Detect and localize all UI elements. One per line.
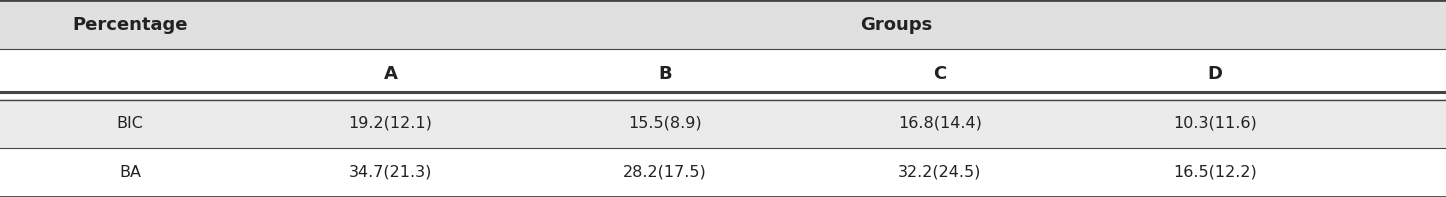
Text: 16.5(12.2): 16.5(12.2) (1173, 165, 1257, 180)
Text: 28.2(17.5): 28.2(17.5) (623, 165, 707, 180)
Text: BIC: BIC (117, 116, 143, 131)
Text: A: A (383, 65, 398, 83)
Bar (0, 0, 1446, 49)
Text: 19.2(12.1): 19.2(12.1) (348, 116, 432, 131)
Text: Groups: Groups (860, 16, 933, 34)
Bar (0, 148, 1446, 197)
Text: 32.2(24.5): 32.2(24.5) (898, 165, 982, 180)
Text: D: D (1207, 65, 1222, 83)
Text: 10.3(11.6): 10.3(11.6) (1173, 116, 1257, 131)
Text: BA: BA (119, 165, 142, 180)
Text: 16.8(14.4): 16.8(14.4) (898, 116, 982, 131)
Bar (0, 98, 1446, 148)
Text: 34.7(21.3): 34.7(21.3) (348, 165, 432, 180)
Text: 15.5(8.9): 15.5(8.9) (629, 116, 701, 131)
Text: Percentage: Percentage (72, 16, 188, 34)
Text: C: C (933, 65, 947, 83)
Bar (0, 49, 1446, 98)
Text: B: B (658, 65, 672, 83)
